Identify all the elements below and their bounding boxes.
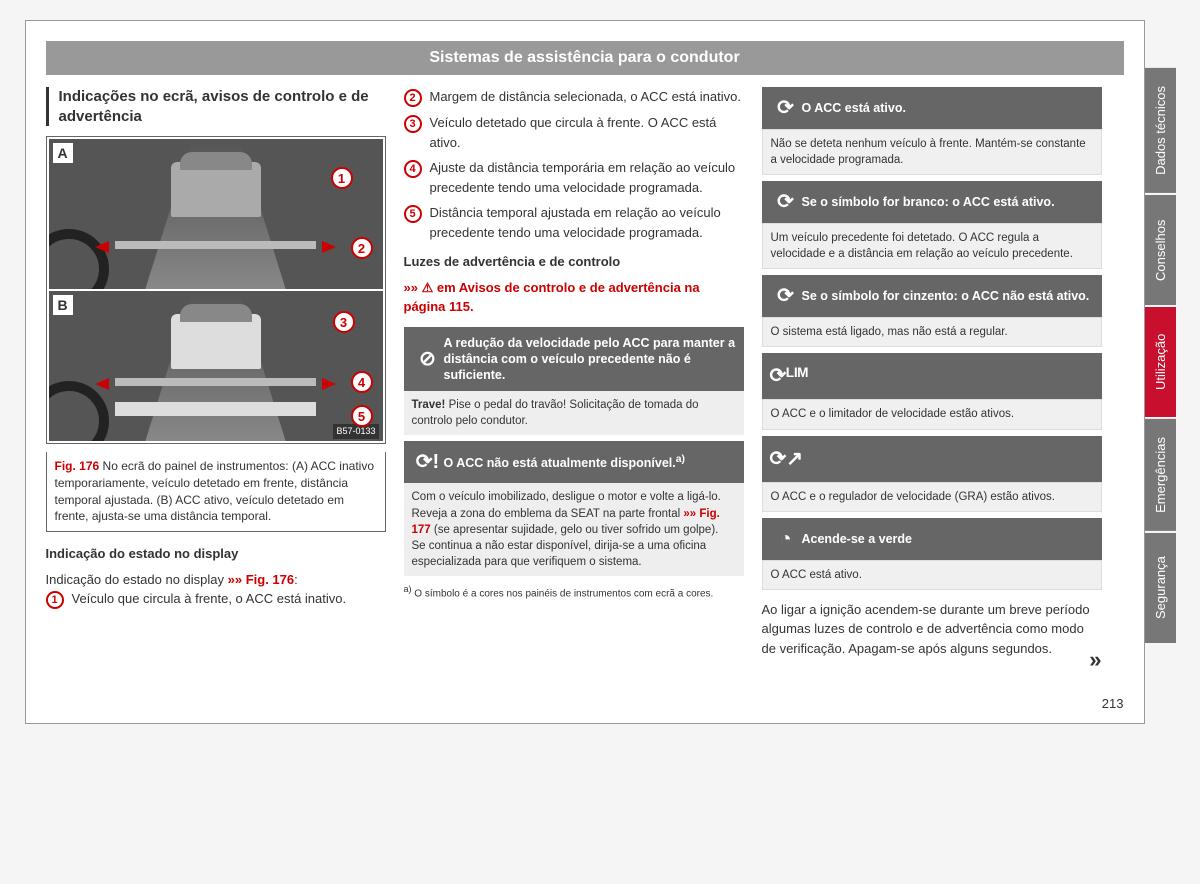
page-number: 213 xyxy=(26,696,1144,723)
gauge-icon: ◔ xyxy=(770,526,802,552)
info-head-grey: Se o símbolo for cinzento: o ACC não est… xyxy=(802,288,1094,304)
number-circle-4: 4 xyxy=(404,160,422,178)
info-head-acc-active: O ACC está ativo. xyxy=(802,100,1094,116)
item-3-text: Veículo detetado que circula à frente. O… xyxy=(430,113,744,152)
figure-ref: B57-0133 xyxy=(333,424,378,440)
section-title: Indicações no ecrã, avisos de controlo e… xyxy=(46,87,386,126)
callout-2: 2 xyxy=(351,237,373,259)
figure-176: A 1 2 B xyxy=(46,136,386,444)
tab-dados-tecnicos[interactable]: Dados técnicos xyxy=(1145,68,1176,193)
side-tabs: Dados técnicos Conselhos Utilização Emer… xyxy=(1145,68,1176,724)
info-box-green: ◔ Acende-se a verde O ACC está ativo. xyxy=(762,518,1102,590)
list-item-1: 1 Veículo que circula à frente, o ACC es… xyxy=(46,589,386,609)
info-head-brake: A redução da velocidade pelo ACC para ma… xyxy=(444,335,736,384)
page-header: Sistemas de assistência para o condutor xyxy=(46,41,1124,75)
subheading-display-state: Indicação do estado no display xyxy=(46,544,386,564)
info-head-white: Se o símbolo for branco: o ACC está ativ… xyxy=(802,194,1094,210)
figure-caption-text: No ecrã do painel de instrumentos: (A) A… xyxy=(55,459,375,523)
tab-seguranca[interactable]: Segurança xyxy=(1145,533,1176,643)
acc-unavailable-icon: ⟳! xyxy=(412,449,444,475)
item-1-text: Veículo que circula à frente, o ACC está… xyxy=(72,589,386,609)
limiter-icon: ⟳ᴸᴵᴹ xyxy=(770,363,802,389)
brake-icon: ⊘ xyxy=(412,346,444,372)
number-circle-5: 5 xyxy=(404,205,422,223)
info-body-grey: O sistema está ligado, mas não está a re… xyxy=(762,317,1102,347)
list-item-3: 3 Veículo detetado que circula à frente.… xyxy=(404,113,744,152)
info-box-white-symbol: ⟳ Se o símbolo for branco: o ACC está at… xyxy=(762,181,1102,269)
item-5-text: Distância temporal ajustada em relação a… xyxy=(430,203,744,242)
figure-caption: Fig. 176 No ecrã do painel de instrument… xyxy=(46,452,386,532)
callout-4: 4 xyxy=(351,371,373,393)
tab-emergencias[interactable]: Emergências xyxy=(1145,419,1176,531)
gra-icon: ⟳↗ xyxy=(770,446,802,472)
column-2: 2 Margem de distância selecionada, o ACC… xyxy=(404,87,744,676)
info-box-acc-active: ⟳ O ACC está ativo. Não se deteta nenhum… xyxy=(762,87,1102,175)
tab-utilizacao[interactable]: Utilização xyxy=(1145,307,1176,417)
info-head-green: Acende-se a verde xyxy=(802,531,1094,547)
acc-active-icon: ⟳ xyxy=(770,95,802,121)
info-box-brake: ⊘ A redução da velocidade pelo ACC para … xyxy=(404,327,744,436)
info-body-white: Um veículo precedente foi detetado. O AC… xyxy=(762,223,1102,269)
manual-page: Sistemas de assistência para o condutor … xyxy=(25,20,1145,724)
info-box-unavailable: ⟳! O ACC não está atualmente disponível.… xyxy=(404,441,744,575)
list-item-5: 5 Distância temporal ajustada em relação… xyxy=(404,203,744,242)
info-box-grey-symbol: ⟳ Se o símbolo for cinzento: o ACC não e… xyxy=(762,275,1102,347)
callout-3: 3 xyxy=(333,311,355,333)
number-circle-1: 1 xyxy=(46,591,64,609)
continue-icon: » xyxy=(1089,643,1101,676)
info-body-gra: O ACC e o regulador de velocidade (GRA) … xyxy=(762,482,1102,512)
info-body-green: O ACC está ativo. xyxy=(762,560,1102,590)
acc-white-icon: ⟳ xyxy=(770,189,802,215)
subheading-warning-lights: Luzes de advertência e de controlo xyxy=(404,252,744,272)
info-body-unavailable: Com o veículo imobilizado, desligue o mo… xyxy=(404,483,744,575)
callout-1: 1 xyxy=(331,167,353,189)
closing-paragraph: Ao ligar a ignição acendem-se durante um… xyxy=(762,600,1102,659)
warning-link: ⚠ em Avisos de controlo e de advertência… xyxy=(404,280,700,315)
tab-conselhos[interactable]: Conselhos xyxy=(1145,195,1176,305)
panel-label-b: B xyxy=(53,295,73,315)
figure-panel-b: B 3 4 5 B57-0133 xyxy=(49,291,383,441)
intro-text: Indicação do estado no display »» Fig. 1… xyxy=(46,570,386,590)
info-body-brake: Trave! Pise o pedal do travão! Solicitaç… xyxy=(404,391,744,435)
info-body-limiter: O ACC e o limitador de velocidade estão … xyxy=(762,399,1102,429)
number-circle-3: 3 xyxy=(404,115,422,133)
column-3: ⟳ O ACC está ativo. Não se deteta nenhum… xyxy=(762,87,1102,676)
figure-number: Fig. 176 xyxy=(55,459,100,473)
info-body-acc-active: Não se deteta nenhum veículo à frente. M… xyxy=(762,129,1102,175)
list-item-4: 4 Ajuste da distância temporária em rela… xyxy=(404,158,744,197)
footnote: a) O símbolo é a cores nos painéis de in… xyxy=(404,584,744,600)
info-head-unavailable: O ACC não está atualmente disponível.a) xyxy=(444,453,736,471)
fig-link: »» Fig. 176 xyxy=(228,572,294,587)
item-4-text: Ajuste da distância temporária em relaçã… xyxy=(430,158,744,197)
page-content: Indicações no ecrã, avisos de controlo e… xyxy=(26,75,1144,696)
callout-5: 5 xyxy=(351,405,373,427)
list-item-2: 2 Margem de distância selecionada, o ACC… xyxy=(404,87,744,107)
item-2-text: Margem de distância selecionada, o ACC e… xyxy=(430,87,744,107)
info-box-limiter: ⟳ᴸᴵᴹ O ACC e o limitador de velocidade e… xyxy=(762,353,1102,429)
info-box-gra: ⟳↗ O ACC e o regulador de velocidade (GR… xyxy=(762,436,1102,512)
panel-label-a: A xyxy=(53,143,73,163)
number-circle-2: 2 xyxy=(404,89,422,107)
figure-panel-a: A 1 2 xyxy=(49,139,383,289)
acc-grey-icon: ⟳ xyxy=(770,283,802,309)
warning-reference: »» ⚠ em Avisos de controlo e de advertên… xyxy=(404,278,744,317)
column-1: Indicações no ecrã, avisos de controlo e… xyxy=(46,87,386,676)
